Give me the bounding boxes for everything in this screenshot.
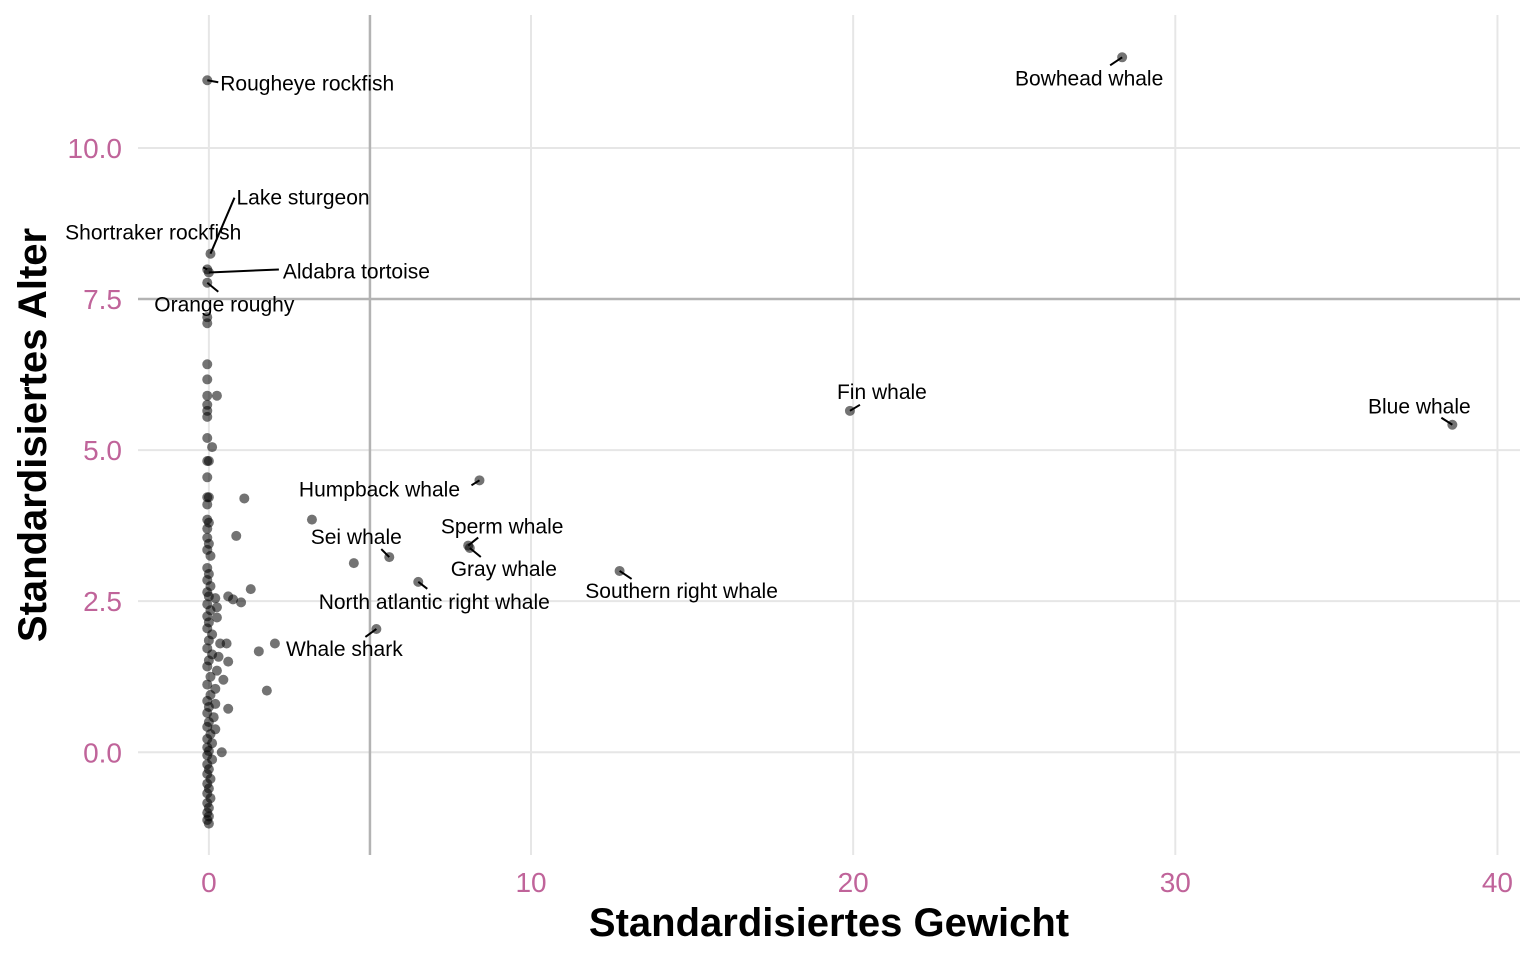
- labeled-data-point: [384, 552, 395, 563]
- point-label: Rougheye rockfish: [220, 72, 394, 95]
- data-point: [269, 638, 280, 649]
- leader-line: [209, 197, 236, 255]
- data-point: [306, 514, 317, 525]
- y-tick-label: 10.0: [68, 133, 123, 164]
- data-point: [202, 318, 213, 329]
- point-label: Sperm whale: [441, 516, 564, 539]
- data-point: [223, 703, 234, 714]
- y-tick-label: 5.0: [83, 435, 122, 466]
- labeled-data-point: [203, 267, 214, 278]
- labeled-data-point: [464, 543, 475, 554]
- gridlines: [138, 15, 1520, 855]
- data-point: [236, 597, 247, 608]
- point-label: Blue whale: [1368, 396, 1471, 419]
- data-point: [205, 550, 216, 561]
- reference-lines: [138, 15, 1520, 855]
- labeled-data-point: [202, 75, 213, 86]
- data-points: [202, 52, 1458, 829]
- labeled-data-point: [474, 475, 485, 486]
- y-tick-label: 7.5: [83, 284, 122, 315]
- data-point: [211, 665, 222, 676]
- labeled-data-point: [1117, 52, 1128, 63]
- data-point: [202, 359, 213, 370]
- data-point: [202, 661, 213, 672]
- data-point: [205, 671, 216, 682]
- data-point: [218, 674, 229, 685]
- point-label: Gray whale: [451, 558, 557, 581]
- data-point: [211, 390, 222, 401]
- data-point: [223, 656, 234, 667]
- data-point: [216, 747, 227, 758]
- labeled-data-point: [205, 248, 216, 259]
- point-label: Whale shark: [286, 638, 403, 661]
- point-label: Humpback whale: [299, 478, 460, 501]
- labeled-data-point: [413, 576, 424, 587]
- x-axis-title: Standardisiertes Gewicht: [589, 901, 1069, 945]
- data-point: [211, 612, 222, 623]
- x-tick-label: 10: [515, 867, 546, 898]
- labeled-data-point: [202, 277, 213, 288]
- data-point: [202, 679, 213, 690]
- point-label: Southern right whale: [585, 580, 778, 603]
- y-tick-label: 0.0: [83, 737, 122, 768]
- point-label: Fin whale: [837, 381, 927, 404]
- data-point: [202, 472, 213, 483]
- point-label: Shortraker rockfish: [65, 221, 241, 244]
- leader-lines: [202, 56, 1453, 638]
- y-tick-label: 2.5: [83, 586, 122, 617]
- data-point: [202, 411, 213, 422]
- point-label: Bowhead whale: [1015, 67, 1163, 90]
- point-labels: Rougheye rockfish Bowhead whale Lake sturg…: [65, 67, 1471, 661]
- data-point: [202, 499, 213, 510]
- point-label: Aldabra tortoise: [283, 260, 430, 283]
- labeled-data-point: [1447, 419, 1458, 430]
- point-label: Orange roughy: [154, 294, 295, 317]
- x-tick-label: 30: [1160, 867, 1191, 898]
- data-point: [231, 530, 242, 541]
- point-label: North atlantic right whale: [319, 591, 550, 614]
- data-point: [203, 635, 214, 646]
- data-point: [202, 433, 213, 444]
- point-label: Lake sturgeon: [236, 187, 369, 210]
- labeled-data-point: [371, 623, 382, 634]
- labeled-data-point: [844, 405, 855, 416]
- data-point: [203, 455, 214, 466]
- data-point: [203, 818, 214, 829]
- data-point: [207, 442, 218, 453]
- point-label: Sei whale: [311, 526, 402, 549]
- data-point: [213, 651, 224, 662]
- data-point: [253, 646, 264, 657]
- x-axis-ticks: 0 10 20 30 40: [201, 867, 1513, 898]
- x-tick-label: 40: [1482, 867, 1513, 898]
- data-point: [202, 374, 213, 385]
- data-point: [239, 493, 250, 504]
- labeled-data-point: [614, 565, 625, 576]
- data-point: [202, 390, 213, 401]
- y-axis-ticks: 0.0 2.5 5.0 7.5 10.0: [68, 133, 123, 768]
- data-point: [221, 638, 232, 649]
- data-point: [228, 594, 239, 605]
- data-point: [348, 558, 359, 569]
- data-point: [261, 685, 272, 696]
- data-point: [210, 593, 221, 604]
- leader-line: [208, 268, 279, 274]
- y-axis-title: Standardisiertes Alter: [11, 228, 55, 642]
- data-point: [245, 584, 256, 595]
- x-tick-label: 0: [201, 867, 217, 898]
- x-tick-label: 20: [838, 867, 869, 898]
- data-point: [202, 523, 213, 534]
